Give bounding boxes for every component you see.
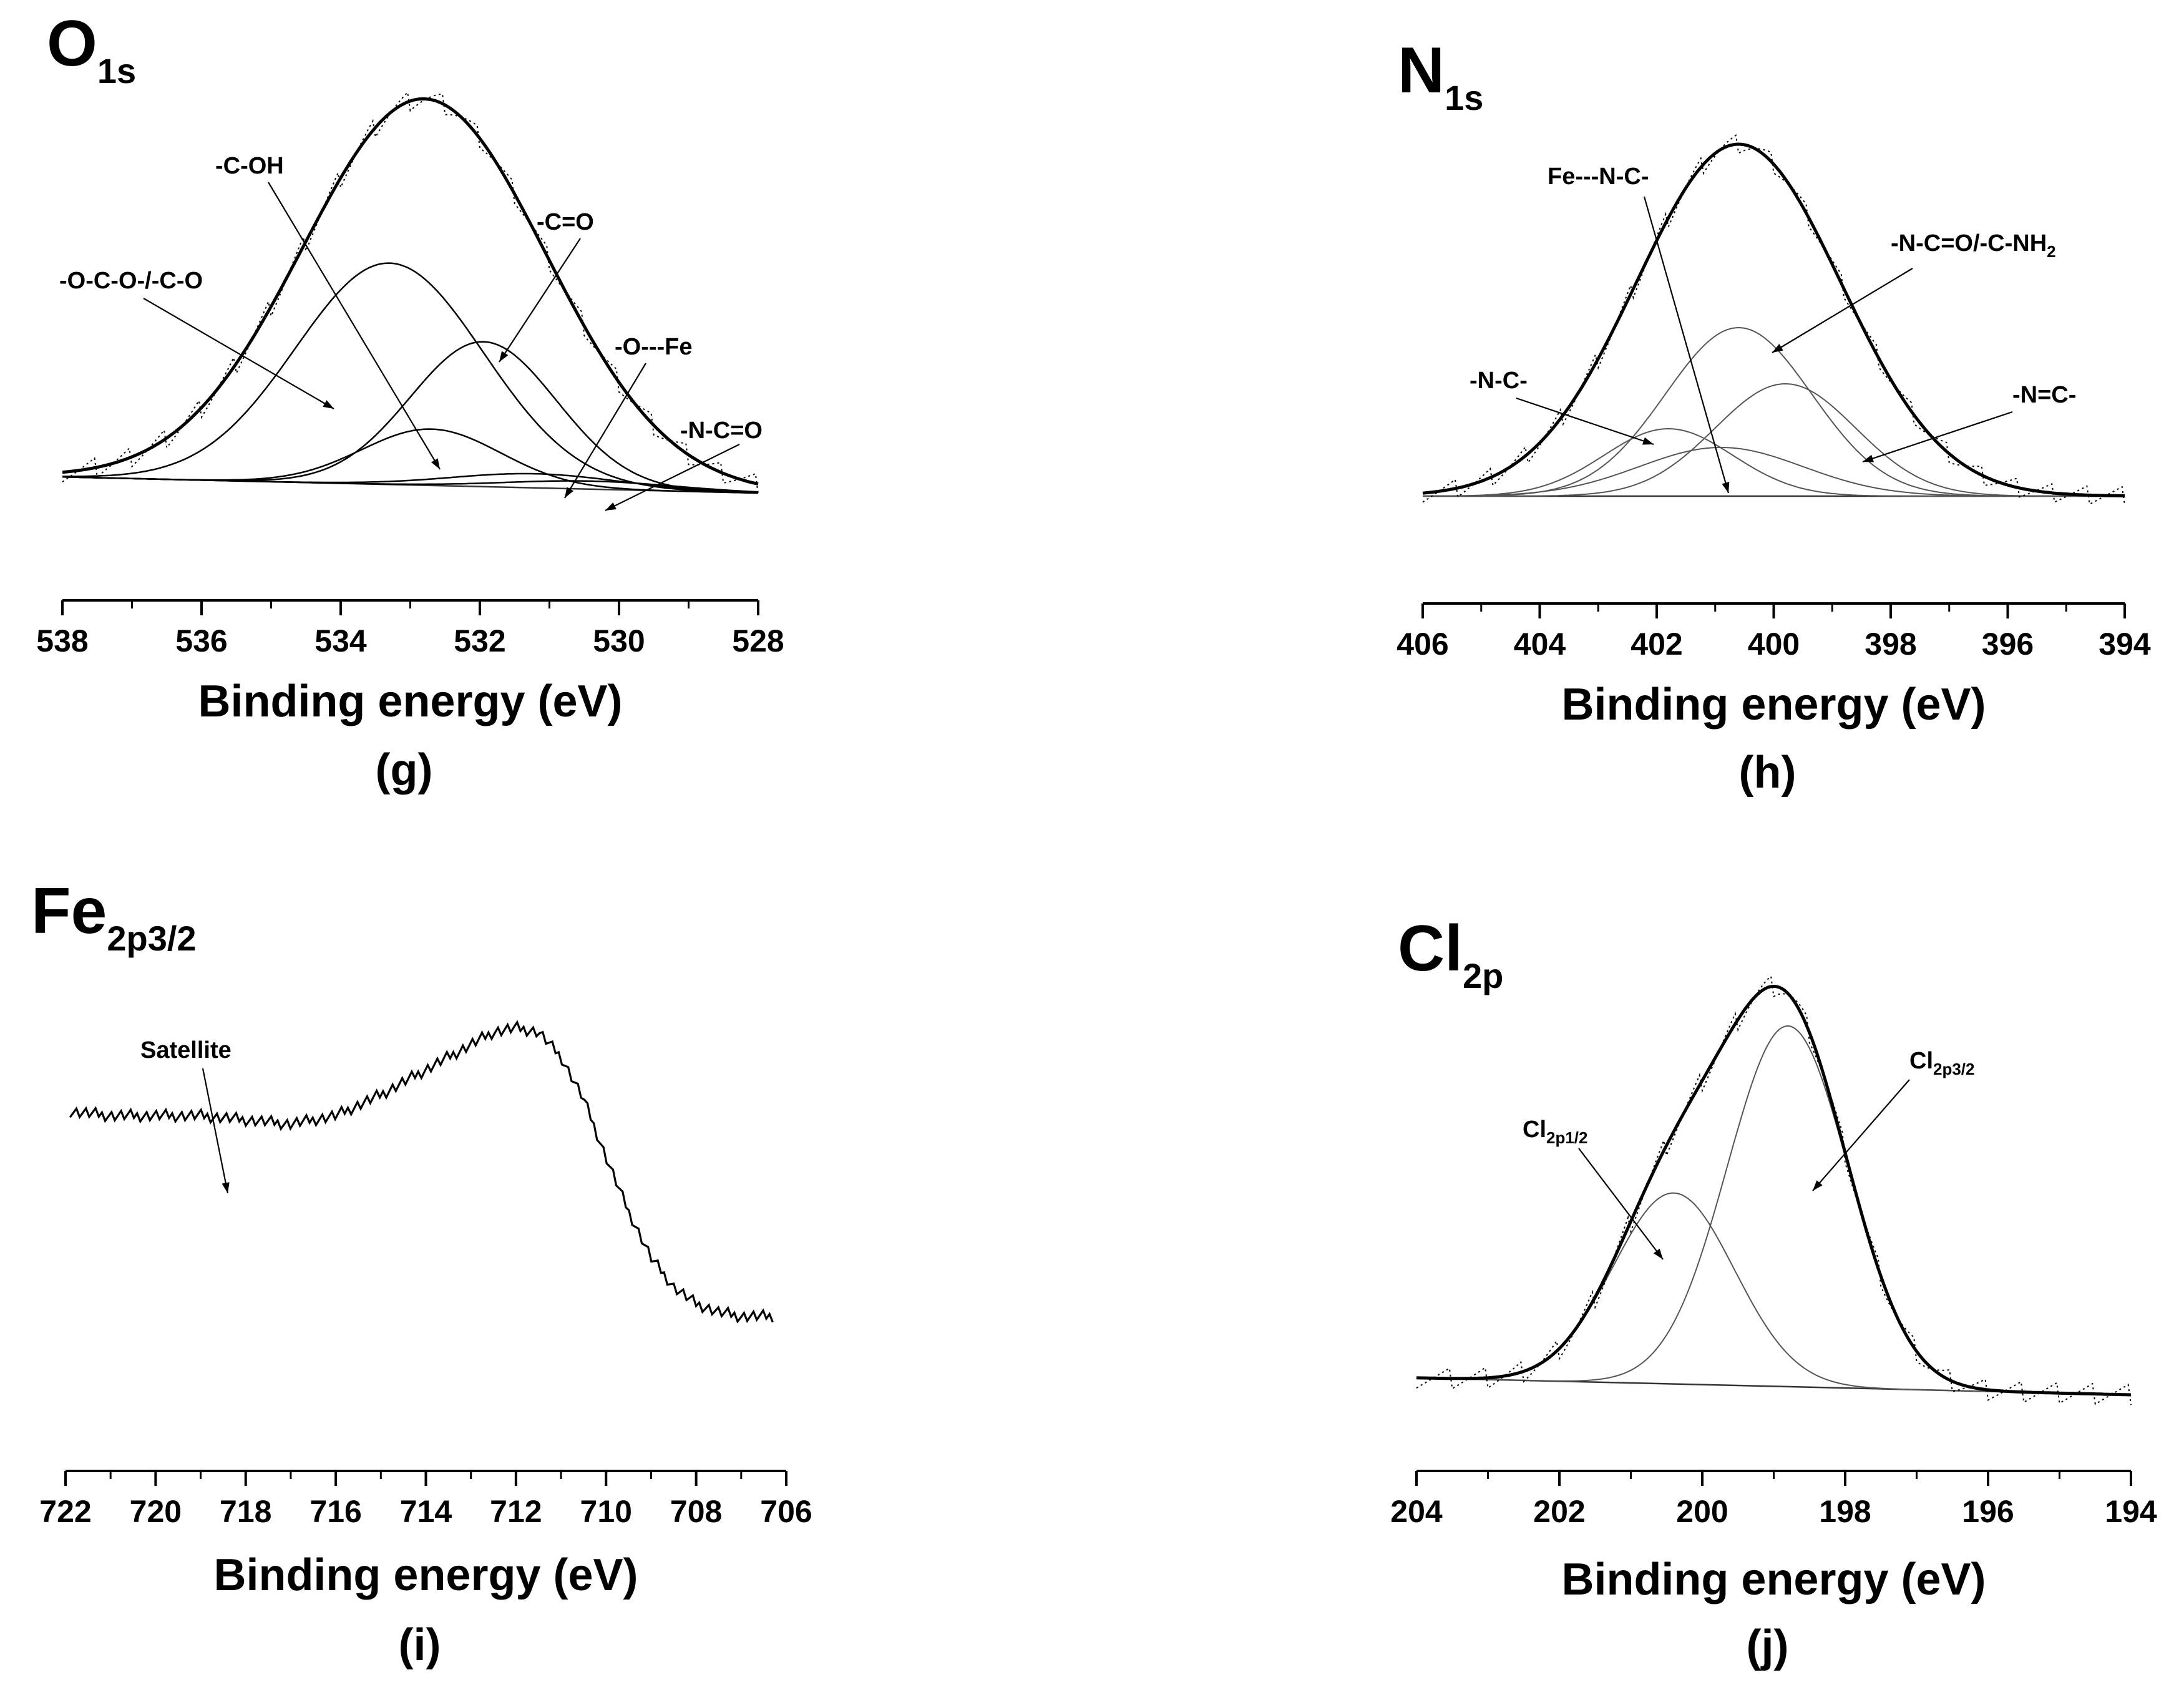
panel-label: (g) xyxy=(376,745,433,795)
peak-annotation-label: Fe---N-C- xyxy=(1548,164,1649,190)
annotation-arrow-head xyxy=(323,400,334,409)
x-tick-label: 710 xyxy=(580,1494,632,1529)
annotation-arrow-head xyxy=(1722,482,1730,493)
fe-spectrum-line xyxy=(69,1020,774,1324)
annotation-arrow-line xyxy=(499,238,581,363)
annotation-arrow-line xyxy=(1643,196,1730,494)
x-tick-label: 196 xyxy=(1962,1494,2014,1529)
peak-annotation-label: Satellite xyxy=(140,1037,232,1063)
x-tick-label: 198 xyxy=(1819,1494,1871,1529)
component-peak xyxy=(1423,447,2125,497)
x-tick-label: 714 xyxy=(400,1494,452,1529)
x-axis-title: Binding energy (eV) xyxy=(1561,1555,1986,1605)
x-tick-label: 706 xyxy=(760,1494,812,1529)
peak-annotation-label: -O-C-O-/-C-O xyxy=(59,268,203,294)
annotation-arrow-line xyxy=(202,1068,229,1194)
x-tick-label: 532 xyxy=(454,623,505,658)
x-tick-label: 396 xyxy=(1982,627,2034,662)
annotation-arrow-line xyxy=(605,444,740,511)
x-tick-label: 404 xyxy=(1514,627,1566,662)
annotation-arrow-head xyxy=(222,1182,230,1193)
x-tick-label: 200 xyxy=(1676,1494,1728,1529)
x-tick-label: 722 xyxy=(39,1494,91,1529)
envelope-fit-line xyxy=(62,97,759,486)
x-tick-label: 402 xyxy=(1631,627,1682,662)
x-axis-title: Binding energy (eV) xyxy=(1561,680,1986,730)
annotation-arrow-head xyxy=(499,351,509,362)
x-tick-label: 536 xyxy=(175,623,227,658)
x-axis-title: Binding energy (eV) xyxy=(213,1550,638,1600)
annotation-arrow-head xyxy=(1642,437,1654,445)
peak-annotation-label: -N-C=O xyxy=(680,418,763,444)
x-tick-label: 716 xyxy=(310,1494,361,1529)
x-tick-label: 394 xyxy=(2099,627,2151,662)
x-tick-label: 398 xyxy=(1865,627,1916,662)
panel-label: (j) xyxy=(1747,1621,1789,1671)
annotation-arrow-head xyxy=(431,458,440,469)
annotation-arrow-line xyxy=(143,298,334,409)
annotation-arrow-line xyxy=(1772,268,1913,353)
peak-annotation-label: -N-C=O/-C-NH2 xyxy=(1891,230,2056,261)
component-peak xyxy=(62,476,759,493)
annotation-arrow-line xyxy=(1516,397,1654,446)
core-level-title: Cl2p xyxy=(1398,912,1503,995)
annotation-arrow-head xyxy=(1772,344,1783,353)
annotation-arrow-line xyxy=(564,363,646,499)
x-tick-label: 712 xyxy=(490,1494,542,1529)
annotation-arrow-head xyxy=(1813,1180,1823,1191)
x-tick-label: 534 xyxy=(314,623,367,658)
annotation-arrow-head xyxy=(1863,454,1874,462)
x-tick-label: 400 xyxy=(1748,627,1800,662)
peak-annotation-label: -C=O xyxy=(537,209,594,235)
peak-annotation-label: -N=C- xyxy=(2012,382,2076,408)
panel-j: 204 202 200 198 196 194 Binding energy (eV) (j)… xyxy=(1390,912,2157,1671)
x-tick-label: 708 xyxy=(670,1494,722,1529)
annotation-arrow-head xyxy=(1653,1248,1663,1259)
raw-data-dots xyxy=(62,90,759,494)
raw-data-dots xyxy=(1416,975,2132,1405)
peak-annotation-label: -N-C- xyxy=(1470,368,1528,394)
x-tick-label: 202 xyxy=(1533,1494,1585,1529)
x-tick-label: 530 xyxy=(593,623,645,658)
envelope-fit-line xyxy=(1422,142,2125,497)
core-level-title: O1s xyxy=(47,7,136,90)
x-tick-label: 194 xyxy=(2105,1494,2157,1529)
x-tick-label: 720 xyxy=(130,1494,182,1529)
annotation-arrow-line xyxy=(1862,411,2013,463)
annotation-arrow-line xyxy=(268,182,441,470)
peak-annotation-label: Cl2p3/2 xyxy=(1909,1048,1975,1078)
peak-annotation-label: -C-OH xyxy=(215,153,284,179)
x-tick-label: 538 xyxy=(36,623,88,658)
annotation-arrow-line xyxy=(1578,1148,1664,1260)
x-tick-label: 528 xyxy=(732,623,784,658)
annotation-arrow-head xyxy=(565,487,574,498)
core-level-title: Fe2p3/2 xyxy=(31,875,197,958)
panel-i: 722 720 718 716 714 712 710 708 706 Binding energ… xyxy=(31,875,812,1670)
panel-g: 538 536 534 532 530 528 Binding energy (eV) (g)… xyxy=(36,7,784,795)
peak-annotation-label: Cl2p1/2 xyxy=(1523,1116,1588,1147)
peak-annotation-label: -O---Fe xyxy=(615,334,693,360)
panel-h: 406 404 402 400 398 396 394 Binding energy (eV)… xyxy=(1397,34,2151,798)
annotation-arrow-line xyxy=(1812,1079,1910,1191)
x-axis-title: Binding energy (eV) xyxy=(198,677,622,726)
x-tick-label: 406 xyxy=(1397,627,1448,662)
envelope-fit-line xyxy=(1416,984,2132,1397)
x-tick-label: 718 xyxy=(220,1494,271,1529)
panel-label: (h) xyxy=(1739,748,1796,798)
core-level-title: N1s xyxy=(1398,34,1483,117)
panel-label: (i) xyxy=(399,1620,441,1670)
x-tick-label: 204 xyxy=(1390,1494,1443,1529)
plots-layer: 538 536 534 532 530 528 Binding energy (eV) (g)… xyxy=(31,7,2157,1671)
annotation-arrow-head xyxy=(605,502,617,510)
